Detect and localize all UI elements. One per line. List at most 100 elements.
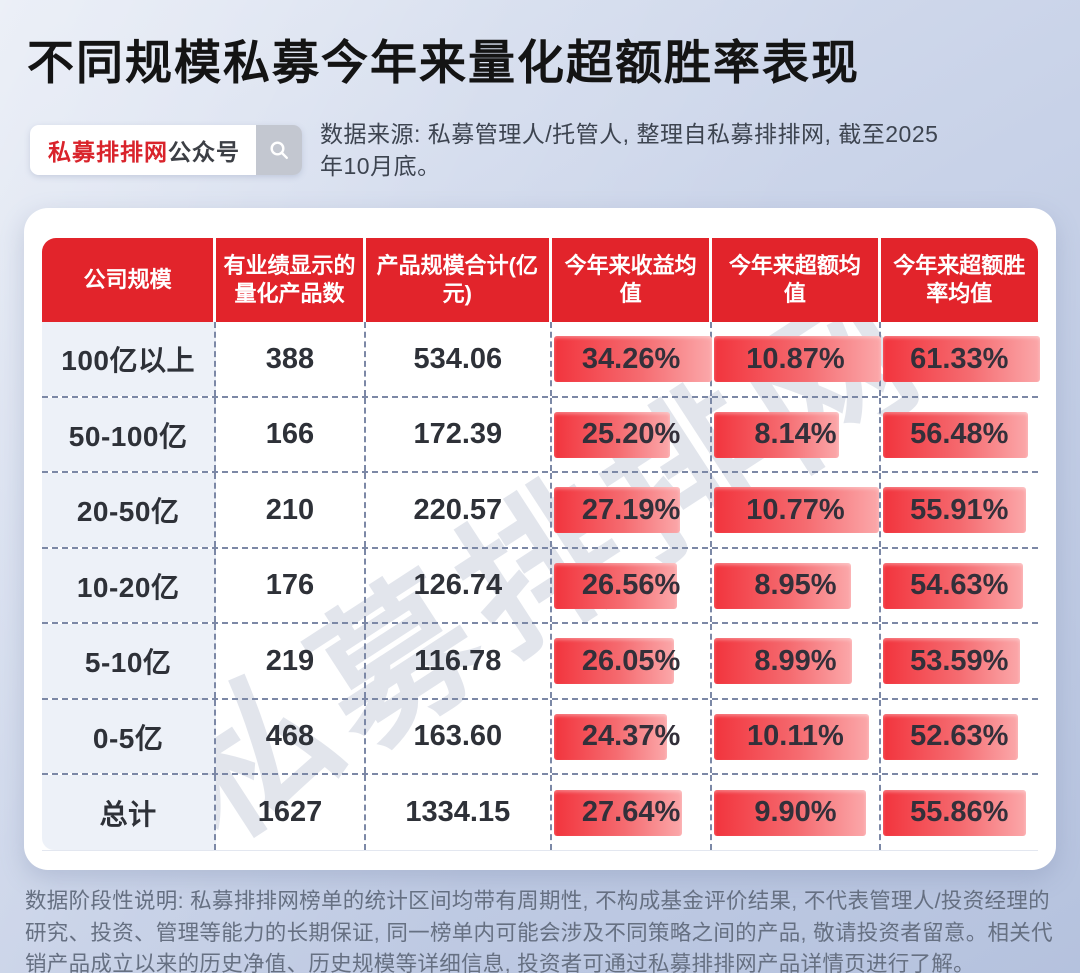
cell-count: 219: [216, 624, 366, 698]
data-bar: [714, 713, 869, 760]
data-bar: [553, 713, 667, 760]
cell-yield: 26.05%: [552, 624, 713, 698]
column-header-count: 有业绩显示的量化产品数: [216, 238, 366, 323]
data-bar: [714, 411, 839, 458]
cell-value: 27.19%: [581, 493, 681, 526]
data-bar: [553, 336, 713, 383]
data-bar: [882, 713, 1018, 760]
cell-winrate: 61.33%: [881, 322, 1040, 396]
column-header-yield: 今年来收益均值: [551, 238, 713, 323]
cell-aum: 172.39: [366, 397, 552, 472]
data-bar: [714, 562, 852, 609]
cell-yield: 34.26%: [552, 322, 713, 396]
column-header-aum: 产品规模合计(亿元): [365, 238, 552, 323]
table-row: 总计 1627 1334.15 27.64% 9.90% 55.86%: [42, 775, 1038, 851]
cell-value: 10.77%: [746, 493, 845, 526]
cell-aum: 116.78: [366, 624, 552, 698]
cell-winrate: 55.91%: [881, 473, 1038, 547]
cell-value: 8.14%: [754, 418, 837, 451]
cell-value: 10.11%: [747, 720, 844, 753]
cell-scale: 5-10亿: [42, 624, 217, 698]
cell-count: 176: [216, 548, 366, 623]
cell-scale: 20-50亿: [42, 473, 217, 547]
cell-excess: 10.87%: [712, 322, 881, 396]
cell-value: 10.87%: [746, 342, 845, 375]
cell-excess: 10.11%: [712, 699, 881, 774]
disclaimer-note: 数据阶段性说明: 私募排排网榜单的统计区间均带有周期性, 不构成基金评价结果, …: [25, 889, 1053, 973]
cell-yield: 24.37%: [552, 699, 713, 774]
cell-count: 166: [216, 397, 366, 472]
cell-value: 34.26%: [581, 342, 681, 375]
cell-value: 8.95%: [754, 569, 837, 602]
cell-value: 8.99%: [754, 644, 837, 677]
brand-label: 私募排排网 公众号: [30, 125, 256, 176]
table-row: 10-20亿 176 126.74 26.56% 8.95% 54.63%: [42, 548, 1038, 625]
cell-value: 61.33%: [910, 342, 1009, 375]
cell-value: 24.37%: [581, 720, 681, 753]
cell-yield: 26.56%: [552, 548, 713, 623]
data-bar: [882, 487, 1027, 534]
cell-scale: 总计: [42, 775, 217, 850]
cell-value: 55.91%: [910, 493, 1009, 526]
data-bar: [714, 336, 881, 383]
table-row: 5-10亿 219 116.78 26.05% 8.99% 53.59%: [42, 624, 1038, 700]
cell-aum: 1334.15: [366, 775, 552, 850]
cell-excess: 8.14%: [712, 397, 881, 472]
cell-value: 26.56%: [581, 569, 681, 602]
cell-yield: 27.19%: [552, 473, 713, 547]
cell-count: 468: [216, 699, 366, 774]
cell-winrate: 55.86%: [881, 775, 1038, 850]
data-bar: [882, 638, 1021, 685]
cell-count: 388: [216, 322, 366, 396]
brand-search-badge[interactable]: 私募排排网 公众号: [30, 125, 302, 176]
cell-value: 54.63%: [910, 569, 1009, 602]
table-card: 私募排排网 公司规模 有业绩显示的量化产品数 产品规模合计(亿元) 今年来收益均…: [24, 208, 1056, 873]
table-row: 50-100亿 166 172.39 25.20% 8.14% 56.48%: [42, 397, 1038, 474]
cell-winrate: 54.63%: [881, 549, 1038, 623]
search-icon[interactable]: [256, 125, 302, 176]
table-header-row: 公司规模 有业绩显示的量化产品数 产品规模合计(亿元) 今年来收益均值 今年来超…: [42, 238, 1038, 323]
cell-scale: 0-5亿: [42, 699, 217, 774]
cell-count: 1627: [216, 775, 366, 850]
data-bar: [882, 562, 1023, 609]
data-bar: [714, 487, 880, 534]
cell-aum: 534.06: [366, 322, 552, 396]
cell-yield: 25.20%: [552, 397, 713, 472]
subheader: 私募排排网 公众号 数据来源: 私募管理人/托管人, 整理自私募排排网, 截至2…: [30, 118, 1053, 182]
brand-suffix: 公众号: [168, 139, 240, 166]
cell-value: 53.59%: [910, 644, 1009, 677]
column-header-excess: 今年来超额均值: [712, 238, 881, 323]
table-row: 20-50亿 210 220.57 27.19% 10.77% 55.91%: [42, 473, 1038, 549]
cell-aum: 163.60: [366, 699, 552, 774]
cell-excess: 8.99%: [712, 624, 881, 698]
cell-winrate: 53.59%: [881, 624, 1038, 698]
data-table: 公司规模 有业绩显示的量化产品数 产品规模合计(亿元) 今年来收益均值 今年来超…: [42, 238, 1040, 851]
data-bar: [553, 487, 680, 534]
column-header-scale: 公司规模: [42, 238, 217, 323]
page-title: 不同规模私募今年来量化超额胜率表现: [27, 36, 860, 89]
data-bar: [553, 638, 675, 685]
brand-name: 私募排排网: [48, 139, 168, 166]
cell-winrate: 52.63%: [881, 700, 1038, 774]
cell-scale: 50-100亿: [42, 397, 217, 472]
data-bar: [553, 411, 671, 458]
cell-value: 9.90%: [754, 796, 837, 829]
cell-value: 56.48%: [910, 418, 1009, 451]
cell-yield: 27.64%: [552, 775, 713, 850]
data-bar: [714, 638, 852, 685]
cell-value: 27.64%: [581, 796, 681, 829]
data-bar: [882, 411, 1028, 458]
data-bar: [714, 789, 866, 836]
cell-scale: 10-20亿: [42, 548, 217, 623]
data-bar: [882, 336, 1040, 383]
cell-aum: 126.74: [366, 548, 552, 623]
cell-value: 26.05%: [581, 644, 681, 677]
table-row: 0-5亿 468 163.60 24.37% 10.11% 52.63%: [42, 699, 1038, 776]
cell-value: 52.63%: [910, 720, 1009, 753]
cell-scale: 100亿以上: [42, 322, 217, 396]
data-bar: [553, 562, 677, 609]
data-bar: [553, 789, 682, 836]
data-bar: [882, 789, 1026, 836]
cell-excess: 8.95%: [712, 548, 881, 623]
